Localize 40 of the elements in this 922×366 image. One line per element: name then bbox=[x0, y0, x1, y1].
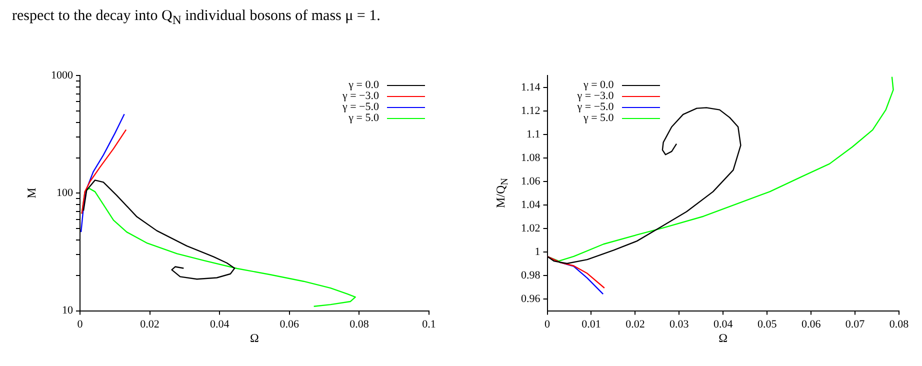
legend-label: γ = −5.0 bbox=[577, 100, 614, 113]
y-tick-label: 1.06 bbox=[521, 175, 541, 188]
y-tick-label: 1.02 bbox=[521, 222, 540, 234]
x-tick-label: 0.04 bbox=[714, 318, 734, 330]
x-tick-label: 0.03 bbox=[670, 318, 690, 330]
x-tick-label: 0.08 bbox=[350, 318, 370, 330]
x-axis-title: Ω bbox=[718, 331, 728, 346]
x-tick-label: 0.06 bbox=[280, 318, 300, 330]
y-tick-label: 1.14 bbox=[521, 81, 541, 94]
x-tick-label: 0.07 bbox=[845, 318, 866, 330]
legend-label: γ = −3.0 bbox=[342, 90, 379, 102]
legend-label: γ = 0.0 bbox=[348, 78, 379, 91]
y-tick-label: 1000 bbox=[51, 69, 74, 82]
x-tick-label: 0.1 bbox=[422, 318, 436, 330]
x-tick-label: 0.04 bbox=[210, 318, 230, 330]
y-tick-label: 0.96 bbox=[521, 292, 541, 305]
legend-label: γ = −5.0 bbox=[342, 100, 379, 113]
legend-label: γ = −3.0 bbox=[577, 90, 614, 102]
y-tick-label: 100 bbox=[56, 187, 74, 200]
x-tick-label: 0 bbox=[544, 318, 550, 330]
y-tick-label: 1.04 bbox=[521, 198, 541, 211]
y-tick-label: 10 bbox=[62, 304, 74, 317]
x-tick-label: 0.06 bbox=[801, 318, 822, 330]
y-axis-title: M bbox=[24, 188, 40, 199]
x-tick-label: 0.01 bbox=[582, 318, 601, 330]
x-tick-label: 0 bbox=[77, 318, 84, 330]
x-tick-label: 0.05 bbox=[757, 318, 778, 330]
x-tick-label: 0.08 bbox=[889, 318, 910, 330]
y-tick-label: 1 bbox=[534, 246, 540, 258]
legend-label: γ = 0.0 bbox=[583, 78, 614, 91]
y-tick-label: 0.98 bbox=[521, 269, 541, 282]
y-tick-label: 1.08 bbox=[521, 152, 541, 164]
legend-label: γ = 5.0 bbox=[348, 112, 379, 124]
legend-label: γ = 5.0 bbox=[583, 112, 614, 124]
x-axis-title: Ω bbox=[250, 331, 259, 346]
text: respect to the decay into Q$_{N}$ individual bosons of mass μ = 1. bbox=[12, 8, 380, 28]
x-tick-label: 0.02 bbox=[626, 318, 645, 330]
x-tick-label: 0.02 bbox=[140, 318, 160, 330]
y-tick-label: 1.1 bbox=[526, 128, 540, 140]
y-tick-label: 1.12 bbox=[521, 104, 540, 117]
